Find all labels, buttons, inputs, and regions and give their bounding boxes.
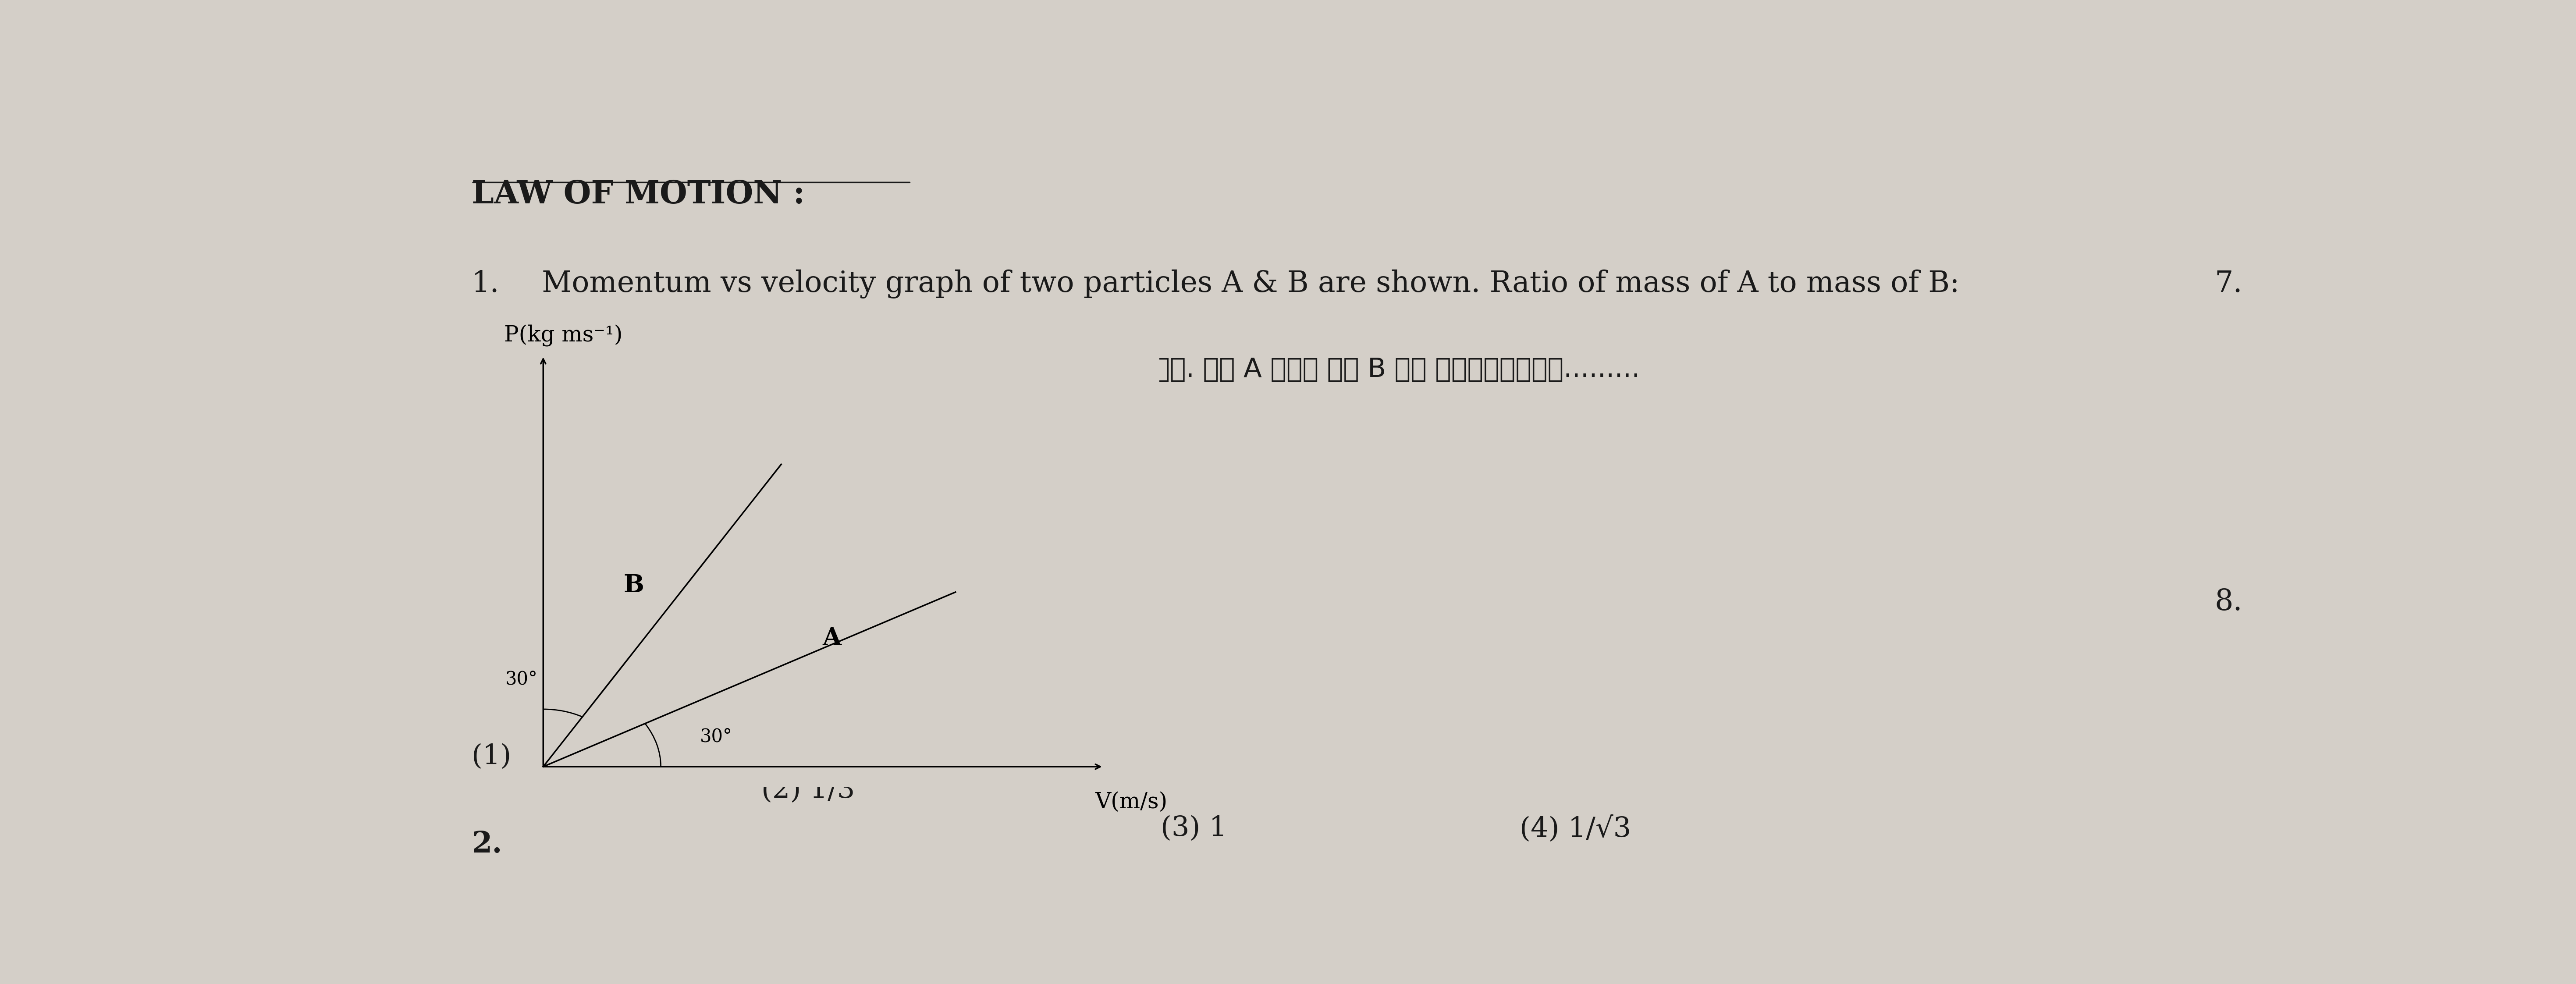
Text: (2) 1/3: (2) 1/3 — [762, 777, 855, 804]
Text: 2.: 2. — [471, 830, 502, 859]
Text: (4) 1/√3: (4) 1/√3 — [1520, 815, 1631, 842]
Text: 7.: 7. — [2215, 270, 2244, 298]
Text: 1.: 1. — [471, 270, 500, 298]
Text: 8.: 8. — [2215, 587, 2244, 616]
Text: LAW OF MOTION :: LAW OF MOTION : — [471, 179, 804, 210]
Text: B: B — [623, 574, 644, 597]
Text: બે કણ Aઅને B નો વેગમાન-વેગનો ગ્રાફ ੪શાવેલ છે. ੪ળ A અને ੪ળ B નો ગુણોત્તર.........: બે કણ Aઅને B નો વેગમાન-વેગનો ગ્રાફ ੪શાવે… — [541, 357, 1641, 383]
Text: A: A — [822, 626, 842, 650]
Text: 30°: 30° — [505, 670, 538, 689]
Text: 30°: 30° — [701, 727, 732, 746]
Text: V(m/s): V(m/s) — [1095, 791, 1167, 813]
Text: (1) 3: (1) 3 — [471, 743, 538, 769]
Text: Momentum vs velocity graph of two particles A & B are shown. Ratio of mass of A : Momentum vs velocity graph of two partic… — [541, 270, 1960, 299]
Text: (3) 1: (3) 1 — [1159, 815, 1226, 842]
Text: P(kg ms⁻¹): P(kg ms⁻¹) — [505, 325, 623, 346]
